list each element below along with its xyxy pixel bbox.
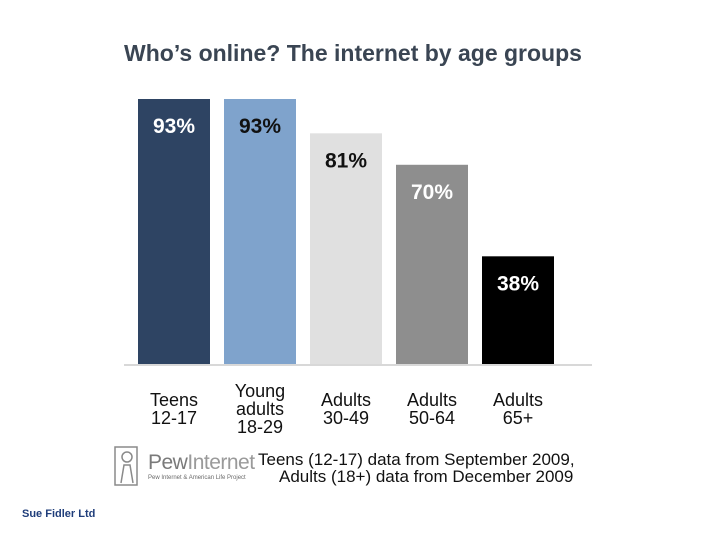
bar-1 xyxy=(224,99,296,365)
bar-value-label-4: 38% xyxy=(497,272,539,295)
category-label-0: Teens 12-17 xyxy=(150,390,198,428)
category-label-line: Adults xyxy=(493,390,543,410)
bar-value-label-1: 93% xyxy=(239,115,281,138)
bar-2 xyxy=(310,133,382,365)
pew-figure-icon xyxy=(114,446,138,486)
category-label-line: Young xyxy=(235,381,285,401)
pew-internet-logo xyxy=(113,445,258,487)
category-label-line: 12-17 xyxy=(151,408,197,428)
bar-value-label-3: 70% xyxy=(411,181,453,204)
chart-title: Who’s online? The internet by age groups xyxy=(124,40,582,66)
category-label-2: Adults 30-49 xyxy=(321,390,371,428)
bar-value-label-2: 81% xyxy=(325,149,367,172)
pew-tagline: Pew Internet & American Life Project xyxy=(148,475,246,481)
source-note-adults: Adults (18+) data from December 2009 xyxy=(279,467,574,486)
pew-wordmark-light: Internet xyxy=(187,451,255,474)
bar-3 xyxy=(396,164,468,365)
category-label-line: adults xyxy=(236,399,284,419)
category-label-line: 65+ xyxy=(503,408,534,428)
bar-4 xyxy=(482,256,554,365)
pew-wordmark-bold: Pew xyxy=(148,451,188,474)
category-label-3: Adults 50-64 xyxy=(407,390,457,428)
category-label-4: Adults 65+ xyxy=(493,390,543,428)
category-label-line: Adults xyxy=(407,390,457,410)
footer-credit: Sue Fidler Ltd xyxy=(22,508,96,520)
category-label-line: Adults xyxy=(321,390,371,410)
bar-0 xyxy=(138,99,210,365)
category-label-line: 50-64 xyxy=(409,408,455,428)
category-label-1: Young adults 18-29 xyxy=(235,381,285,437)
category-label-line: 18-29 xyxy=(237,417,283,437)
bar-value-label-0: 93% xyxy=(153,115,195,138)
pew-internet-wordmark: PewInternet xyxy=(148,451,255,475)
category-label-line: 30-49 xyxy=(323,408,369,428)
category-label-line: Teens xyxy=(150,390,198,410)
source-note-teens: Teens (12-17) data from September 2009, xyxy=(258,450,575,469)
